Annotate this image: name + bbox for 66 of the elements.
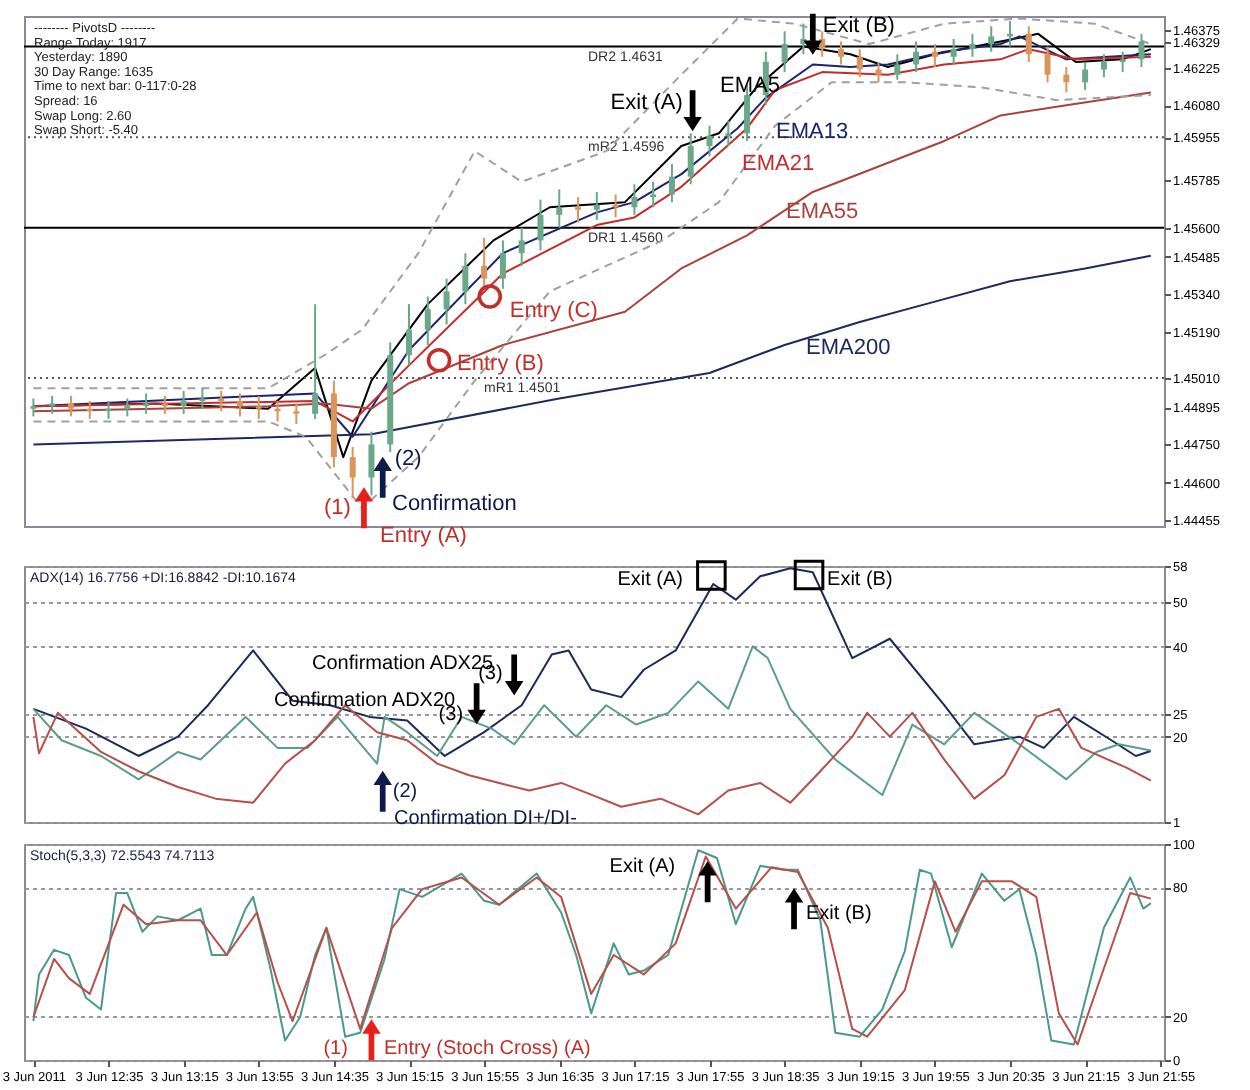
annotation: (1) xyxy=(323,495,351,520)
candlestick xyxy=(406,303,413,367)
series-label: EMA21 xyxy=(742,152,815,176)
candlestick xyxy=(706,124,713,158)
candlestick xyxy=(180,389,187,415)
candlestick xyxy=(668,162,675,204)
annotation: Exit (A) xyxy=(609,855,676,878)
candlestick xyxy=(781,30,788,74)
candlestick xyxy=(575,196,582,224)
candlestick xyxy=(1138,32,1145,68)
candlestick xyxy=(236,392,243,418)
candlestick xyxy=(387,341,394,454)
series-label: EMA200 xyxy=(806,336,891,360)
candlestick xyxy=(330,379,337,469)
candlestick xyxy=(1082,60,1089,91)
candlestick xyxy=(593,190,600,221)
candlestick xyxy=(913,40,920,74)
candlestick xyxy=(856,48,863,79)
annotation: (2) xyxy=(392,781,418,804)
candlestick xyxy=(537,198,544,252)
annotation: Entry (B) xyxy=(457,352,544,377)
series-label: EMA55 xyxy=(786,200,859,224)
candlestick xyxy=(67,394,74,418)
series-label: EMA13 xyxy=(776,120,849,144)
annotation: Confirmation xyxy=(392,492,517,516)
candlestick xyxy=(969,32,976,58)
annotation: (3) xyxy=(438,703,464,726)
annotation: Confirmation DI+/DI- xyxy=(394,808,577,830)
annotation: Exit (A) xyxy=(617,569,683,592)
candlestick xyxy=(443,277,450,326)
candlestick xyxy=(950,37,957,66)
candlestick xyxy=(556,188,563,229)
annotation: Entry (Stoch Cross) (A) xyxy=(384,1038,591,1060)
candlestick xyxy=(1119,50,1126,74)
candlestick xyxy=(1100,53,1107,79)
candlestick xyxy=(499,239,506,290)
candlestick xyxy=(687,132,694,186)
annotation: (2) xyxy=(394,447,422,472)
candlestick xyxy=(988,25,995,53)
candlestick xyxy=(518,226,525,267)
line-series xyxy=(32,254,1152,446)
candlestick xyxy=(931,43,938,68)
candlestick xyxy=(725,119,732,148)
annotation: Entry (A) xyxy=(380,524,467,548)
candlestick xyxy=(462,252,469,306)
annotation: (1) xyxy=(323,1037,348,1060)
candlestick xyxy=(894,53,901,81)
candlestick xyxy=(481,236,488,290)
candlestick xyxy=(368,430,375,497)
candlestick xyxy=(255,394,262,420)
candlestick xyxy=(1063,66,1070,94)
candlestick xyxy=(875,60,882,84)
line-series xyxy=(32,17,1152,390)
candlestick xyxy=(1044,45,1051,84)
candlestick xyxy=(424,295,431,346)
candlestick xyxy=(631,183,638,216)
candlestick xyxy=(293,402,300,425)
candlestick xyxy=(199,387,206,410)
annotation: Exit (A) xyxy=(610,90,683,115)
candlestick xyxy=(837,40,844,66)
candlestick xyxy=(312,303,319,420)
annotation: Entry (C) xyxy=(509,298,598,323)
annotation: Exit (B) xyxy=(822,14,895,39)
candlestick xyxy=(349,445,356,499)
annotation: Exit (B) xyxy=(827,568,893,591)
candlestick xyxy=(1025,25,1032,63)
